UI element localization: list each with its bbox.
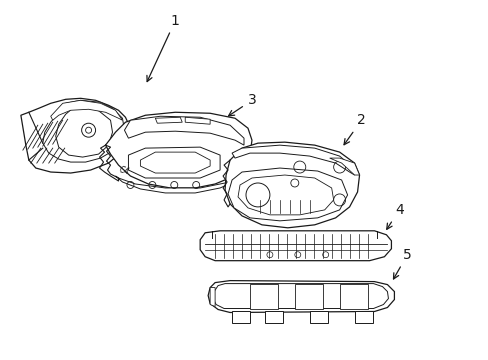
Polygon shape bbox=[238, 175, 333, 215]
Polygon shape bbox=[21, 98, 130, 173]
Polygon shape bbox=[185, 117, 210, 124]
Polygon shape bbox=[309, 311, 327, 323]
Polygon shape bbox=[354, 311, 372, 323]
Text: 5: 5 bbox=[393, 248, 411, 279]
Polygon shape bbox=[115, 163, 249, 193]
Polygon shape bbox=[329, 158, 359, 175]
Polygon shape bbox=[210, 288, 215, 306]
Polygon shape bbox=[128, 147, 220, 178]
Polygon shape bbox=[200, 231, 390, 261]
Polygon shape bbox=[249, 284, 277, 309]
Polygon shape bbox=[124, 116, 244, 145]
Polygon shape bbox=[232, 145, 354, 175]
Text: 1: 1 bbox=[146, 14, 179, 82]
Polygon shape bbox=[208, 280, 394, 312]
Polygon shape bbox=[224, 142, 359, 228]
Polygon shape bbox=[213, 284, 387, 309]
Polygon shape bbox=[227, 168, 347, 221]
Polygon shape bbox=[42, 100, 124, 162]
Polygon shape bbox=[339, 284, 367, 309]
Polygon shape bbox=[51, 100, 122, 120]
Text: 2: 2 bbox=[344, 113, 365, 145]
Polygon shape bbox=[155, 117, 182, 123]
Polygon shape bbox=[56, 108, 112, 157]
Polygon shape bbox=[294, 284, 322, 309]
Polygon shape bbox=[105, 112, 251, 188]
Text: C4: C4 bbox=[118, 166, 130, 177]
Polygon shape bbox=[232, 311, 249, 323]
Polygon shape bbox=[264, 311, 282, 323]
Polygon shape bbox=[140, 152, 210, 173]
Text: 3: 3 bbox=[228, 93, 256, 116]
Text: 4: 4 bbox=[386, 203, 403, 229]
